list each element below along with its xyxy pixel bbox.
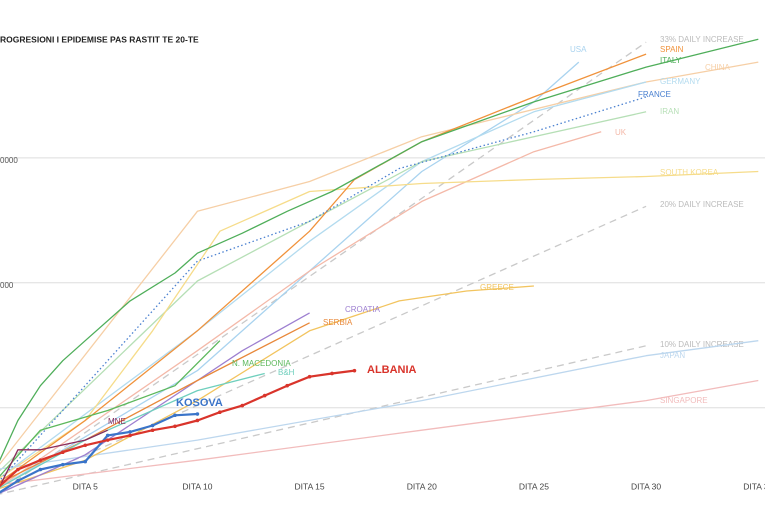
x-tick-label: DITA 35 (743, 481, 765, 491)
series-label: SERBIA (323, 318, 353, 327)
series-line (0, 61, 759, 465)
data-point (128, 433, 132, 438)
series-line (0, 322, 310, 484)
data-point (105, 438, 110, 442)
data-point (83, 443, 88, 448)
series-line (0, 372, 265, 489)
data-point (61, 450, 65, 455)
data-point (150, 423, 155, 428)
series-label: IRAN (660, 107, 679, 116)
x-tick-label: DITA 5 (73, 481, 99, 491)
series-line (0, 379, 759, 486)
data-point (195, 412, 200, 416)
series-label: KOSOVA (176, 397, 223, 409)
series-label: GERMANY (660, 77, 701, 86)
data-point (16, 478, 20, 483)
data-point (262, 393, 267, 398)
data-point (285, 383, 289, 388)
x-tick-label: DITA 10 (182, 481, 212, 491)
data-point (38, 458, 43, 462)
data-point (61, 462, 65, 467)
data-point (330, 371, 334, 376)
x-tick-label: DITA 15 (295, 481, 325, 491)
data-point (150, 428, 155, 433)
x-tick-label: DITA 25 (519, 481, 549, 491)
chart-title: ROGRESIONI I EPIDEMISE PAS RASTIT TE 20-… (0, 34, 199, 44)
series-line (0, 205, 647, 494)
data-point (173, 424, 177, 429)
series-label: N. MACEDONIA (232, 359, 291, 368)
series-line (0, 369, 355, 488)
y-tick-label: 0000 (0, 156, 18, 165)
series-label: CROATIA (345, 305, 381, 314)
series-line (0, 412, 198, 494)
series-label: UK (615, 128, 627, 137)
series-line (0, 61, 580, 488)
series-label: CHINA (705, 63, 731, 72)
series-label: USA (570, 45, 587, 54)
series-label: SPAIN (660, 45, 684, 54)
series-line (0, 170, 759, 479)
data-point (218, 410, 222, 415)
series-line (0, 96, 647, 482)
series-label: B&H (278, 368, 295, 377)
data-point (173, 413, 177, 418)
series-line (0, 429, 108, 488)
data-point (240, 403, 245, 408)
x-tick-label: DITA 20 (407, 481, 437, 491)
series-line (0, 340, 759, 470)
series-label: 33% DAILY INCREASE (660, 35, 744, 44)
data-point (38, 467, 43, 472)
series-label: GREECE (480, 283, 514, 292)
series-label: 20% DAILY INCREASE (660, 200, 744, 209)
data-point (195, 418, 200, 423)
data-point (105, 433, 110, 438)
series-label: JAPAN (660, 351, 685, 360)
data-point (83, 459, 88, 464)
series-line (0, 53, 647, 483)
x-tick-label: DITA 30 (631, 481, 661, 491)
data-point (307, 374, 312, 379)
y-tick-label: 000 (0, 281, 14, 290)
series-line (0, 285, 534, 489)
series-label: 10% DAILY INCREASE (660, 340, 744, 349)
series-label: MNE (108, 417, 126, 426)
series-label: ALBANIA (367, 364, 417, 376)
series-line (0, 81, 647, 479)
series-line (0, 131, 602, 488)
series-line (0, 38, 759, 462)
series-label: FRANCE (638, 90, 671, 99)
series-label: SOUTH KOREA (660, 168, 719, 177)
series-line (0, 41, 647, 493)
series-label: ITALY (660, 56, 682, 65)
series-line (0, 345, 647, 495)
series-label: SINGAPORE (660, 396, 708, 405)
data-point (16, 467, 20, 472)
data-point (352, 368, 357, 373)
data-point (128, 430, 132, 434)
series-line (0, 340, 221, 477)
